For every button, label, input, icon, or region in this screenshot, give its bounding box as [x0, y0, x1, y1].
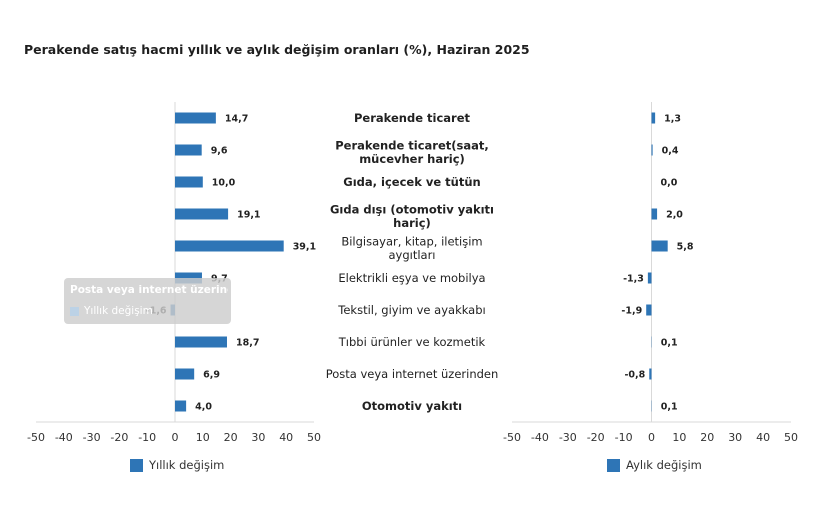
bar-yillik[interactable]: [175, 368, 195, 380]
bar-aylik[interactable]: [651, 240, 668, 252]
data-label-yillik: 4,0: [195, 402, 212, 413]
tick-label-aylik: 40: [756, 431, 770, 444]
tick-label-aylik: 20: [700, 431, 714, 444]
data-label-aylik: 5,8: [677, 242, 694, 253]
tick-label-yillik: 40: [279, 431, 293, 444]
category-label: Tıbbi ürünler ve kozmetik: [338, 335, 486, 349]
legend-label-yillik: Yıllık değişim: [149, 458, 225, 472]
bar-aylik[interactable]: [651, 208, 658, 220]
category-label: Bilgisayar, kitap, iletişim: [341, 234, 482, 248]
tick-label-yillik: -50: [27, 431, 45, 444]
data-label-aylik: 2,0: [666, 210, 683, 221]
legend-aylik[interactable]: Aylık değişim: [607, 458, 702, 472]
bar-yillik[interactable]: [175, 176, 203, 188]
tick-label-aylik: 30: [728, 431, 742, 444]
tick-label-yillik: -40: [55, 431, 73, 444]
data-label-yillik: 39,1: [293, 242, 316, 253]
right-panel-aylik: -50 -40 -30 -20 -10 0 10 20 30 40 50 1,3 0,4 0,0 2,0 5,…: [503, 102, 798, 444]
bar-aylik[interactable]: [651, 112, 656, 124]
legend-label-aylik: Aylık değişim: [626, 458, 702, 472]
data-label-yillik: 14,7: [225, 114, 248, 125]
data-label-aylik: -1,9: [621, 306, 642, 317]
legend-swatch-yillik: [130, 458, 143, 472]
data-label-aylik: -0,8: [624, 370, 645, 381]
category-label: hariç): [393, 216, 431, 230]
bar-aylik[interactable]: [647, 272, 652, 284]
tick-label-aylik: -20: [587, 431, 605, 444]
category-labels: Perakende ticaret Perakende ticaret(saat,…: [326, 111, 499, 413]
legend-swatch-aylik: [607, 458, 620, 472]
tick-label-aylik: 0: [648, 431, 655, 444]
category-label: Elektrikli eşya ve mobilya: [338, 271, 485, 285]
left-panel-yillik: -50 -40 -30 -20 -10 0 10 20 30 40 50 14,7 9,6 10,0 19,…: [27, 102, 321, 444]
tick-label-aylik: -40: [531, 431, 549, 444]
bar-yillik[interactable]: [175, 400, 187, 412]
hover-tooltip: Posta veya internet üzerinden Yıllık değ…: [64, 278, 231, 324]
tick-label-yillik: -10: [138, 431, 156, 444]
tick-label-yillik: 10: [196, 431, 210, 444]
data-label-yillik: 19,1: [237, 210, 260, 221]
legend-yillik[interactable]: Yıllık değişim: [130, 458, 224, 472]
tooltip-row: Yıllık değişim: [70, 305, 153, 317]
bar-aylik[interactable]: [649, 368, 652, 380]
data-label-aylik: 0,1: [661, 338, 678, 349]
bar-yillik[interactable]: [175, 144, 202, 156]
category-label: Gıda, içecek ve tütün: [343, 175, 480, 189]
data-label-yillik: 18,7: [236, 338, 259, 349]
tooltip-title: Posta veya internet üzerinden: [70, 284, 228, 296]
category-label: Otomotiv yakıtı: [362, 399, 462, 413]
category-label: Perakende ticaret(saat,: [335, 138, 489, 152]
category-label: Tekstil, giyim ve ayakkabı: [337, 303, 485, 317]
bar-yillik[interactable]: [175, 336, 227, 348]
category-label: Posta veya internet üzerinden: [326, 367, 499, 381]
tick-label-aylik: 50: [784, 431, 798, 444]
bar-yillik[interactable]: [175, 112, 216, 124]
tick-label-yillik: -30: [83, 431, 101, 444]
category-label: aygıtları: [388, 248, 435, 262]
category-label: Gıda dışı (otomotiv yakıtı: [330, 202, 494, 216]
bar-yillik[interactable]: [175, 240, 284, 252]
data-label-yillik: 9,6: [211, 146, 228, 157]
data-label-aylik: 0,1: [661, 402, 678, 413]
tick-label-aylik: -50: [503, 431, 521, 444]
tick-label-yillik: 0: [172, 431, 179, 444]
data-label-aylik: 0,0: [661, 178, 678, 189]
tick-label-yillik: 20: [224, 431, 238, 444]
tick-label-yillik: -20: [110, 431, 128, 444]
tick-label-aylik: -30: [559, 431, 577, 444]
data-label-yillik: 10,0: [212, 178, 236, 189]
tick-label-aylik: 10: [672, 431, 686, 444]
data-label-yillik: 6,9: [203, 370, 220, 381]
data-label-aylik: -1,3: [623, 274, 644, 285]
category-label: mücevher hariç): [359, 152, 465, 166]
category-label: Perakende ticaret: [354, 111, 471, 125]
bar-yillik[interactable]: [175, 208, 229, 220]
bar-aylik[interactable]: [651, 144, 653, 156]
tick-label-yillik: 50: [307, 431, 321, 444]
tick-label-yillik: 30: [251, 431, 265, 444]
tick-label-aylik: -10: [615, 431, 633, 444]
chart-title: Perakende satış hacmi yıllık ve aylık de…: [24, 42, 530, 57]
tooltip-series: Yıllık değişim: [84, 305, 153, 317]
data-label-aylik: 1,3: [664, 114, 681, 125]
tooltip-swatch: [70, 306, 79, 316]
data-label-aylik: 0,4: [662, 146, 679, 157]
bar-aylik[interactable]: [646, 304, 652, 316]
